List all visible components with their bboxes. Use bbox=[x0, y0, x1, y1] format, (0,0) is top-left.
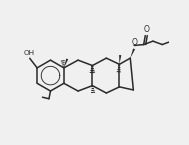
Polygon shape bbox=[64, 59, 68, 68]
Text: O: O bbox=[131, 38, 137, 47]
Text: OH: OH bbox=[23, 50, 35, 56]
Polygon shape bbox=[130, 48, 135, 58]
Text: O: O bbox=[143, 25, 149, 34]
Polygon shape bbox=[119, 55, 121, 64]
